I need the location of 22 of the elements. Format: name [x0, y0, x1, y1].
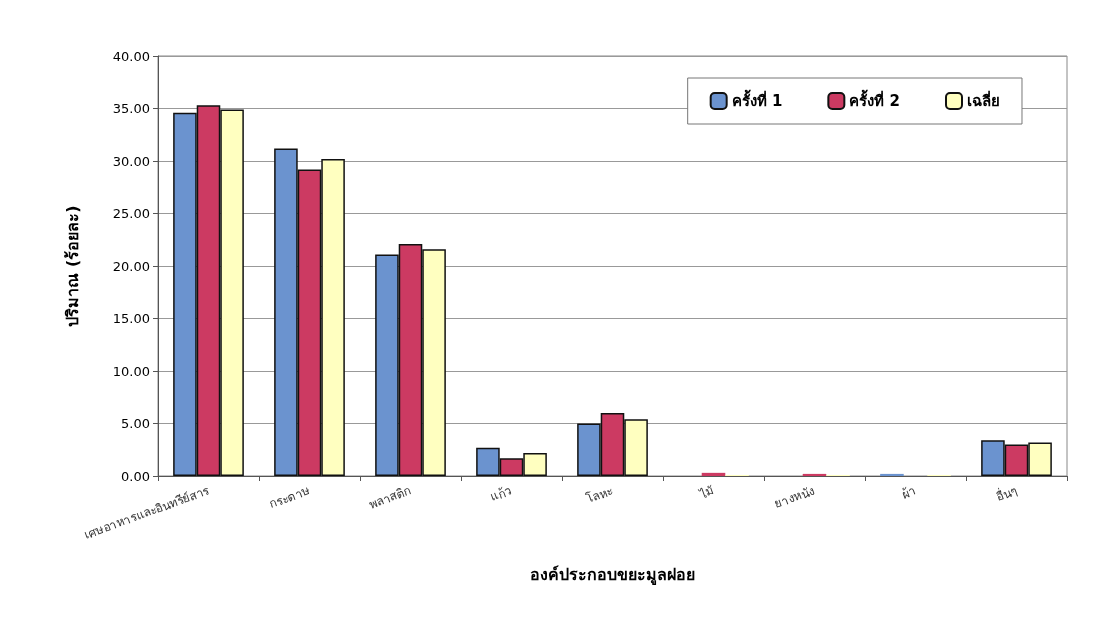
y-tick-label: 40.00	[112, 48, 150, 64]
y-tick-label: 5.00	[121, 416, 150, 431]
x-tick-label: ไม้	[697, 483, 716, 502]
y-axis-title: ปริมาณ (ร้อยละ)	[62, 205, 82, 327]
x-axis-title: องค์ประกอบขยะมูลฝอย	[530, 564, 695, 586]
x-tick-label: ผ้า	[899, 483, 918, 502]
x-tick-label: แก้ว	[488, 483, 514, 505]
x-tick-label: อื่นๆ	[993, 481, 1019, 504]
legend-label: ครั้งที่ 2	[849, 89, 901, 110]
legend-label: เฉลี่ย	[967, 90, 1000, 110]
legend-label: ครั้งที่ 1	[731, 89, 783, 110]
y-tick-label: 15.00	[112, 311, 150, 326]
x-tick-label: โลหะ	[584, 483, 615, 506]
bar	[802, 473, 827, 476]
y-tick-label: 25.00	[112, 206, 150, 221]
y-tick-label: 0.00	[121, 468, 150, 484]
bar	[701, 472, 726, 476]
bar	[880, 473, 904, 476]
y-tick-label: 30.00	[112, 153, 150, 169]
y-tick-label: 20.00	[112, 258, 150, 274]
y-tick-label: 10.00	[112, 363, 150, 379]
y-tick-label: 35.00	[112, 101, 150, 116]
